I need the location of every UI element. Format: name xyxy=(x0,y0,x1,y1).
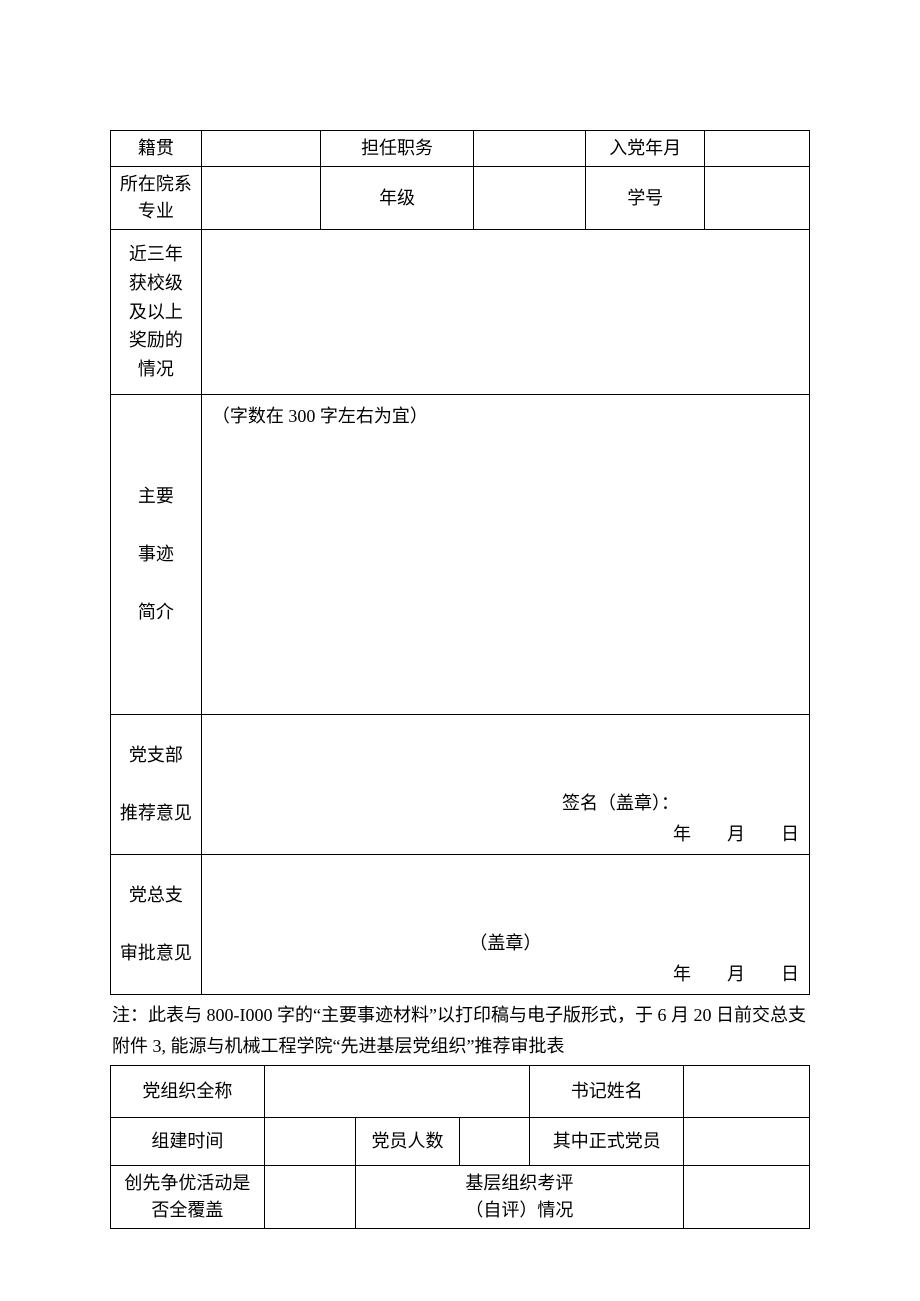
label-xuehao: 学号 xyxy=(586,167,705,230)
label-nianji: 年级 xyxy=(320,167,474,230)
label-coverage: 创先争优活动是否全覆盖 xyxy=(111,1165,265,1228)
label-jiguan: 籍贯 xyxy=(111,131,202,167)
table-row: 党支部 推荐意见 签名（盖章）： 年 月 日 xyxy=(111,714,810,854)
value-zhiwu xyxy=(474,131,586,167)
label-eval: 基层组织考评 （自评）情况 xyxy=(355,1165,684,1228)
label-branch-opinion: 党支部 推荐意见 xyxy=(111,714,202,854)
value-secretary xyxy=(684,1065,810,1117)
label-rudang: 入党年月 xyxy=(586,131,705,167)
value-formal-count xyxy=(684,1117,810,1165)
signature-label: 签名（盖章）： xyxy=(212,790,799,817)
label-zhiwu: 担任职务 xyxy=(320,131,474,167)
value-branch-opinion: 签名（盖章）： 年 月 日 xyxy=(201,714,809,854)
value-rudang xyxy=(705,131,810,167)
value-general-opinion: （盖章） 年 月 日 xyxy=(201,854,809,994)
value-eval xyxy=(684,1165,810,1228)
value-member-count xyxy=(460,1117,530,1165)
table-row: 党总支 审批意见 （盖章） 年 月 日 xyxy=(111,854,810,994)
label-deeds: 主要 事迹 简介 xyxy=(111,394,202,714)
table-row: 组建时间 党员人数 其中正式党员 xyxy=(111,1117,810,1165)
label-formal-count: 其中正式党员 xyxy=(530,1117,684,1165)
label-awards: 近三年 获校级 及以上 奖励的 情况 xyxy=(111,230,202,395)
value-org-name xyxy=(264,1065,530,1117)
approval-form-table-1: 籍贯 担任职务 入党年月 所在院系专业 年级 学号 近三年 获校级 及以上 奖励… xyxy=(110,130,810,995)
table-row: 近三年 获校级 及以上 奖励的 情况 xyxy=(111,230,810,395)
value-nianji xyxy=(474,167,586,230)
label-secretary: 书记姓名 xyxy=(530,1065,684,1117)
value-awards xyxy=(201,230,809,395)
label-build-time: 组建时间 xyxy=(111,1117,265,1165)
label-general-opinion: 党总支 审批意见 xyxy=(111,854,202,994)
attachment-title: 附件 3, 能源与机械工程学院“先进基层党组织”推荐审批表 xyxy=(110,1032,810,1061)
approval-form-table-2: 党组织全称 书记姓名 组建时间 党员人数 其中正式党员 创先争优活动是否全覆盖 … xyxy=(110,1065,810,1229)
label-member-count: 党员人数 xyxy=(355,1117,460,1165)
table-row: 主要 事迹 简介 （字数在 300 字左右为宜） xyxy=(111,394,810,714)
footnote-text: 注：此表与 800-I000 字的“主要事迹材料”以打印稿与电子版形式，于 6 … xyxy=(110,1001,810,1030)
table-row: 创先争优活动是否全覆盖 基层组织考评 （自评）情况 xyxy=(111,1165,810,1228)
value-coverage xyxy=(264,1165,355,1228)
label-yuanxi: 所在院系专业 xyxy=(111,167,202,230)
label-org-name: 党组织全称 xyxy=(111,1065,265,1117)
value-xuehao xyxy=(705,167,810,230)
table-row: 籍贯 担任职务 入党年月 xyxy=(111,131,810,167)
value-build-time xyxy=(264,1117,355,1165)
table-row: 党组织全称 书记姓名 xyxy=(111,1065,810,1117)
value-jiguan xyxy=(201,131,320,167)
seal-label: （盖章） xyxy=(212,930,799,957)
date-line-2: 年 月 日 xyxy=(212,961,799,988)
table-row: 所在院系专业 年级 学号 xyxy=(111,167,810,230)
value-deeds: （字数在 300 字左右为宜） xyxy=(201,394,809,714)
value-yuanxi xyxy=(201,167,320,230)
date-line-1: 年 月 日 xyxy=(212,821,799,848)
